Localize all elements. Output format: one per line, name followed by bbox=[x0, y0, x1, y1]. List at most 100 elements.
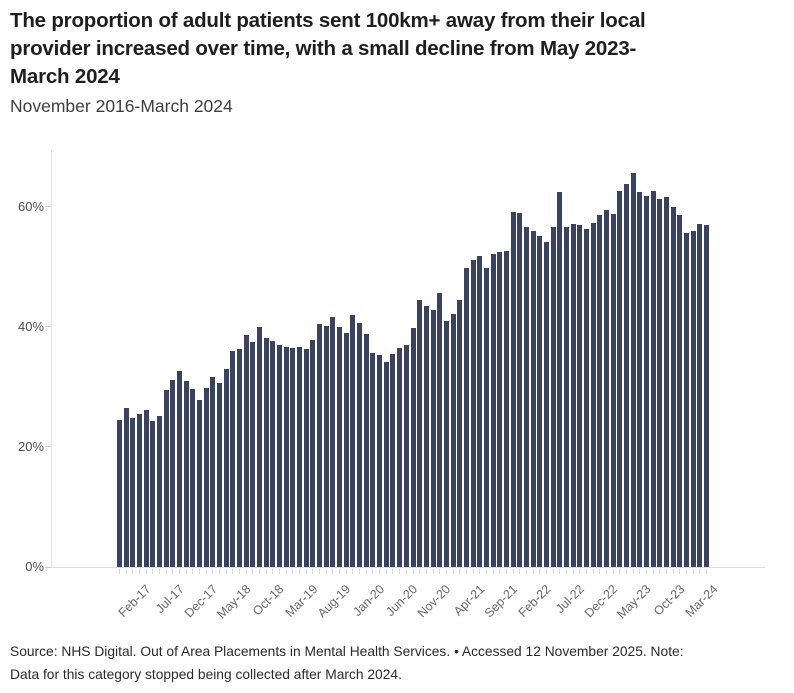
x-axis-tick bbox=[485, 569, 487, 574]
bar bbox=[263, 337, 269, 567]
x-axis-tick bbox=[292, 569, 294, 574]
x-axis-tick bbox=[159, 569, 161, 574]
x-axis-tick bbox=[119, 569, 120, 574]
x-axis-tick bbox=[332, 569, 334, 574]
x-axis-tick bbox=[352, 569, 354, 574]
bar bbox=[403, 345, 409, 567]
y-axis-label: 60% bbox=[17, 198, 44, 214]
y-axis-tick bbox=[45, 566, 51, 568]
x-axis-tick bbox=[132, 569, 134, 574]
x-axis-tick bbox=[139, 569, 140, 574]
x-axis-tick bbox=[459, 569, 461, 574]
bar bbox=[277, 345, 283, 567]
x-axis-label: Aug-19 bbox=[315, 582, 354, 621]
bar bbox=[270, 341, 276, 567]
x-axis-tick bbox=[239, 569, 241, 574]
bar bbox=[423, 305, 429, 567]
y-axis-label: 0% bbox=[25, 559, 44, 574]
source-note-line-2: Data for this category stopped being col… bbox=[10, 667, 402, 682]
bar bbox=[603, 210, 609, 567]
bar bbox=[303, 349, 309, 567]
x-axis-tick bbox=[432, 569, 434, 574]
x-axis-tick bbox=[252, 569, 254, 574]
x-axis-tick bbox=[452, 569, 454, 574]
x-axis-tick bbox=[345, 569, 347, 574]
bar bbox=[177, 370, 183, 567]
bar bbox=[530, 231, 536, 567]
bar bbox=[237, 349, 243, 567]
bar bbox=[210, 377, 216, 567]
y-axis-tick bbox=[45, 446, 51, 448]
x-axis-label: Sep-21 bbox=[481, 582, 521, 621]
bar bbox=[610, 213, 616, 567]
x-axis-tick bbox=[519, 569, 521, 574]
x-axis-tick bbox=[632, 569, 634, 574]
source-note-line-1: Source: NHS Digital. Out of Area Placeme… bbox=[10, 644, 684, 659]
bar bbox=[590, 222, 596, 567]
x-axis-tick bbox=[152, 569, 154, 574]
x-axis-tick bbox=[399, 569, 401, 574]
chart-subtitle: November 2016-March 2024 bbox=[10, 96, 233, 116]
x-axis-tick bbox=[706, 569, 707, 574]
x-axis-tick bbox=[185, 569, 187, 574]
bar bbox=[570, 224, 576, 567]
bar bbox=[557, 191, 563, 567]
bar bbox=[704, 225, 709, 567]
x-axis-tick bbox=[199, 569, 201, 574]
x-axis-label: Mar-19 bbox=[282, 582, 321, 620]
x-axis-tick bbox=[499, 569, 501, 574]
x-axis-tick bbox=[545, 569, 547, 574]
bar bbox=[297, 347, 303, 567]
bar bbox=[137, 414, 142, 567]
bar bbox=[437, 292, 443, 567]
bar bbox=[383, 362, 389, 567]
bar bbox=[450, 314, 456, 567]
bar bbox=[683, 233, 689, 567]
x-axis-label: Mar-24 bbox=[682, 582, 721, 620]
x-axis-tick bbox=[692, 569, 694, 574]
bar bbox=[597, 214, 603, 567]
bar bbox=[223, 369, 229, 567]
bar bbox=[190, 389, 196, 567]
chart-title-line-3: March 2024 bbox=[10, 65, 120, 88]
bar bbox=[377, 355, 383, 567]
x-axis-tick bbox=[339, 569, 341, 574]
bar bbox=[230, 350, 236, 567]
x-axis-tick bbox=[639, 569, 641, 574]
bar bbox=[690, 230, 696, 567]
x-axis-tick bbox=[472, 569, 474, 574]
x-axis-tick bbox=[165, 569, 167, 574]
y-axis-label: 20% bbox=[17, 438, 44, 454]
bar bbox=[537, 235, 543, 567]
bar bbox=[497, 252, 503, 567]
x-axis-tick bbox=[259, 569, 261, 574]
bar bbox=[257, 326, 263, 567]
x-axis-tick bbox=[232, 569, 234, 574]
x-axis-tick bbox=[565, 569, 567, 574]
x-axis-tick bbox=[659, 569, 661, 574]
x-axis-label: Jan-20 bbox=[349, 582, 387, 619]
x-axis-tick bbox=[379, 569, 381, 574]
x-axis-tick bbox=[425, 569, 427, 574]
bar bbox=[637, 192, 643, 567]
x-axis-label: Feb-22 bbox=[515, 582, 554, 620]
chart-title-line-2: provider increased over time, with a sma… bbox=[10, 37, 637, 60]
x-axis-label: Dec-17 bbox=[181, 582, 221, 621]
bar bbox=[370, 353, 376, 567]
chart-title: The proportion of adult patients sent 10… bbox=[10, 7, 646, 91]
y-axis-tick bbox=[45, 206, 51, 208]
x-axis-label: May-18 bbox=[214, 582, 254, 622]
bar bbox=[130, 418, 136, 567]
x-axis-tick bbox=[125, 569, 127, 574]
x-axis-label: Feb-17 bbox=[115, 582, 154, 620]
x-axis-tick bbox=[512, 569, 514, 574]
bar bbox=[150, 421, 156, 567]
x-axis-tick bbox=[279, 569, 281, 574]
bar bbox=[283, 347, 289, 567]
x-axis-tick bbox=[592, 569, 594, 574]
bar bbox=[390, 353, 396, 567]
x-axis-tick bbox=[272, 569, 274, 574]
x-axis-tick bbox=[699, 569, 701, 574]
bar bbox=[217, 382, 223, 567]
